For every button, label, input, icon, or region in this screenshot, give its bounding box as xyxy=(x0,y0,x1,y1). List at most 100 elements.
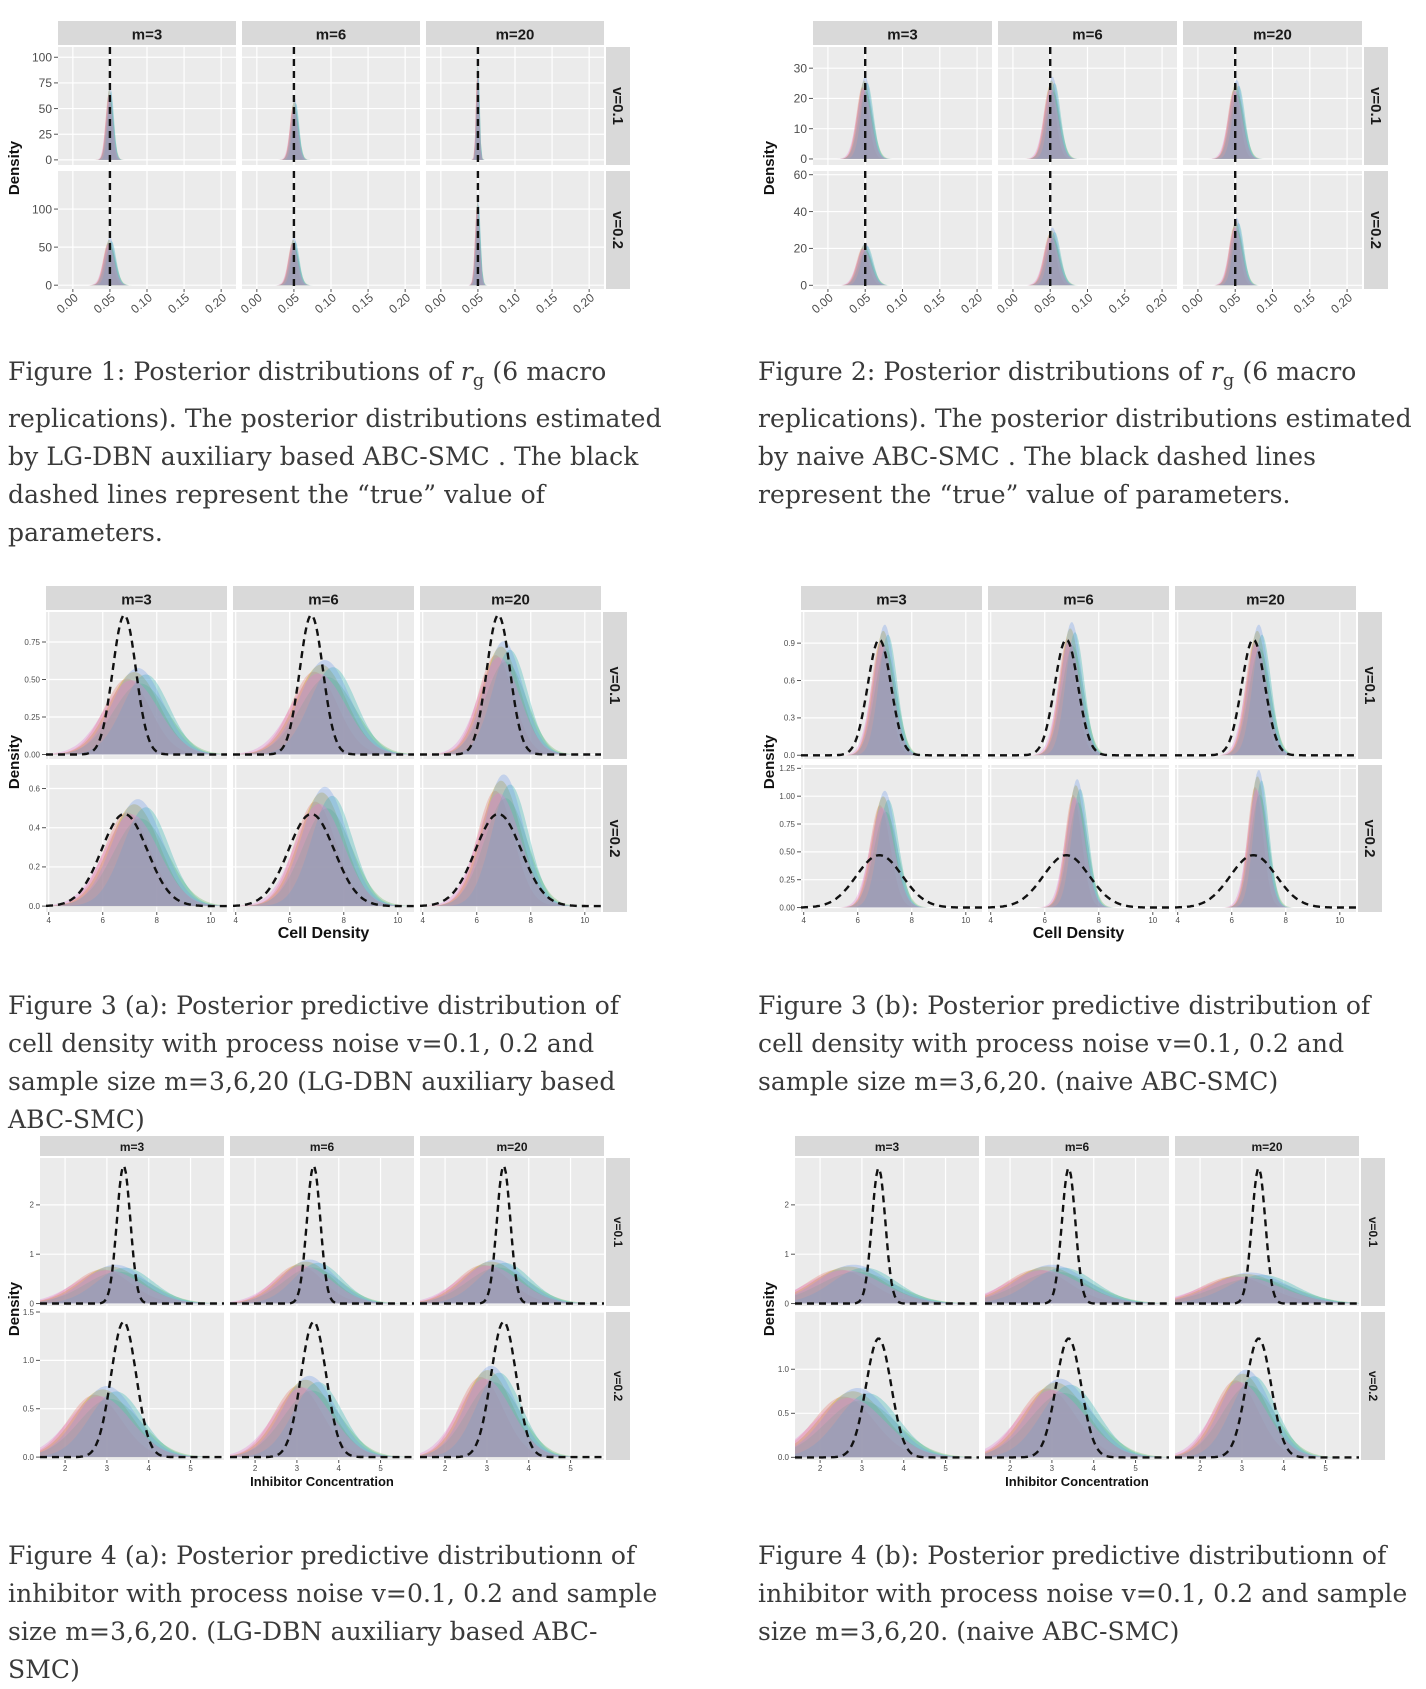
facet-label-v=0.2: v=0.2 xyxy=(609,211,626,249)
true-distribution-curve xyxy=(988,853,1169,909)
density-area-series-4 xyxy=(795,1393,979,1458)
panel-background xyxy=(46,765,227,912)
density-area-series-5 xyxy=(230,1375,414,1458)
density-area-series-1 xyxy=(1183,226,1362,286)
density-area-series-2 xyxy=(233,792,414,907)
x-tick-label: 6 xyxy=(288,916,293,925)
density-area-series-6 xyxy=(1175,643,1356,756)
true-distribution-curve xyxy=(985,1167,1169,1305)
density-area-series-1 xyxy=(813,248,992,286)
y-tick-label: 0.75 xyxy=(24,638,40,647)
facet-strip-m=3 xyxy=(58,21,236,45)
density-area-series-3 xyxy=(46,818,227,907)
facet-label-m=20: m=20 xyxy=(1251,1140,1282,1154)
density-area-series-2 xyxy=(420,646,601,755)
facet-strip-v=0.1 xyxy=(1361,1158,1385,1306)
figure-4a: m=3 m=6 m=20 v=0.1 0 1 2 v=0.2 0.0 0.5 1.0 1.5 2 3 4 5 2… xyxy=(0,1130,668,1525)
density-area-series-3 xyxy=(420,661,601,755)
panel-background xyxy=(795,1312,979,1460)
y-tick-label: 25 xyxy=(39,127,53,141)
y-tick-label: 0.75 xyxy=(779,820,795,829)
y-tick-label: 1 xyxy=(785,1250,790,1259)
x-tick-label: 6 xyxy=(475,916,480,925)
density-area-series-1 xyxy=(1183,89,1362,159)
facet-label-v=0.1: v=0.1 xyxy=(1361,667,1378,705)
density-area-series-2 xyxy=(1183,221,1362,286)
y-tick-label: 0.9 xyxy=(784,639,796,648)
x-tick-label: 0.10 xyxy=(1254,290,1281,316)
density-area-series-5 xyxy=(985,1378,1169,1458)
density-area-series-2 xyxy=(795,1266,979,1304)
x-tick-label: 3 xyxy=(1240,1464,1245,1473)
density-area-series-5 xyxy=(1183,79,1362,159)
x-tick-label: 0.00 xyxy=(809,290,836,316)
x-tick-label: 5 xyxy=(1133,1464,1138,1473)
density-area-series-3 xyxy=(40,1398,224,1458)
density-area-series-1 xyxy=(801,805,982,908)
x-tick-label: 10 xyxy=(580,916,589,925)
density-area-series-6 xyxy=(1175,789,1356,908)
y-tick-label: 0.6 xyxy=(29,784,41,793)
density-area-series-4 xyxy=(420,649,601,755)
density-area-series-6 xyxy=(233,803,414,907)
density-area-series-3 xyxy=(1175,1278,1359,1304)
y-tick-label: 0.5 xyxy=(23,1405,35,1414)
x-tick-label: 2 xyxy=(1198,1464,1203,1473)
density-area-series-2 xyxy=(1175,1273,1359,1304)
density-area-series-4 xyxy=(46,807,227,907)
x-tick-label: 0.05 xyxy=(846,290,873,316)
facet-label-m=6: m=6 xyxy=(316,26,346,43)
density-area-series-3 xyxy=(988,646,1169,756)
y-tick-label: 50 xyxy=(39,240,53,254)
facet-label-v=0.1: v=0.1 xyxy=(609,87,626,125)
density-area-series-6 xyxy=(998,235,1177,286)
x-tick-label: 0.15 xyxy=(1291,290,1318,316)
true-distribution-curve xyxy=(1175,1167,1359,1305)
facet-strip-m=6 xyxy=(998,21,1177,45)
density-area-series-5 xyxy=(801,790,982,908)
true-distribution-curve xyxy=(795,1337,979,1459)
density-area-series-3 xyxy=(801,648,982,756)
y-tick-label: 0.3 xyxy=(784,714,796,723)
density-area-series-3 xyxy=(1175,648,1356,756)
x-tick-label: 5 xyxy=(1323,1464,1328,1473)
density-area-series-1 xyxy=(988,795,1169,908)
facet-label-m=3: m=3 xyxy=(121,591,151,608)
density-area-series-6 xyxy=(40,1270,224,1304)
facet-strip-v=0.2 xyxy=(1361,1312,1385,1460)
density-area-series-3 xyxy=(420,798,601,907)
panel-background xyxy=(1175,1312,1359,1460)
x-tick-label: 10 xyxy=(393,916,402,925)
density-area-series-2 xyxy=(801,796,982,908)
x-tick-label: 4 xyxy=(233,916,238,925)
x-tick-label: 0.05 xyxy=(1031,290,1058,316)
x-tick-label: 4 xyxy=(46,916,51,925)
facet-label-v=0.1: v=0.1 xyxy=(1367,87,1384,125)
true-distribution-curve xyxy=(233,613,414,756)
density-area-series-1 xyxy=(1175,1276,1359,1304)
density-area-series-6 xyxy=(795,1397,979,1458)
density-area-series-2 xyxy=(230,1261,414,1304)
y-axis-title: Density xyxy=(6,1281,23,1336)
density-area-series-6 xyxy=(230,1265,414,1304)
x-tick-label: 4 xyxy=(420,916,425,925)
facet-label-m=20: m=20 xyxy=(496,1140,527,1154)
true-distribution-curve xyxy=(230,1320,414,1459)
true-distribution-curve xyxy=(1175,637,1356,757)
density-area-series-3 xyxy=(230,1267,414,1304)
x-tick-label: 0.00 xyxy=(238,290,265,316)
x-tick-label: 3 xyxy=(295,1464,300,1473)
facet-strip-m=3 xyxy=(40,1136,224,1156)
true-distribution-curve xyxy=(985,1337,1169,1459)
x-tick-label: 0.20 xyxy=(386,290,413,316)
caption-figure-4a: Figure 4 (a): Posterior predictive distr… xyxy=(8,1541,658,1684)
density-area-series-3 xyxy=(1175,794,1356,908)
density-area-series-6 xyxy=(40,1396,224,1458)
x-tick-label: 0.05 xyxy=(275,290,302,316)
density-area-series-1 xyxy=(46,812,227,907)
true-distribution-curve xyxy=(1175,1337,1359,1459)
panel-background xyxy=(40,1312,224,1460)
density-area-series-5 xyxy=(46,799,227,907)
x-tick-label: 0.10 xyxy=(1069,290,1096,316)
density-area-series-5 xyxy=(420,641,601,755)
